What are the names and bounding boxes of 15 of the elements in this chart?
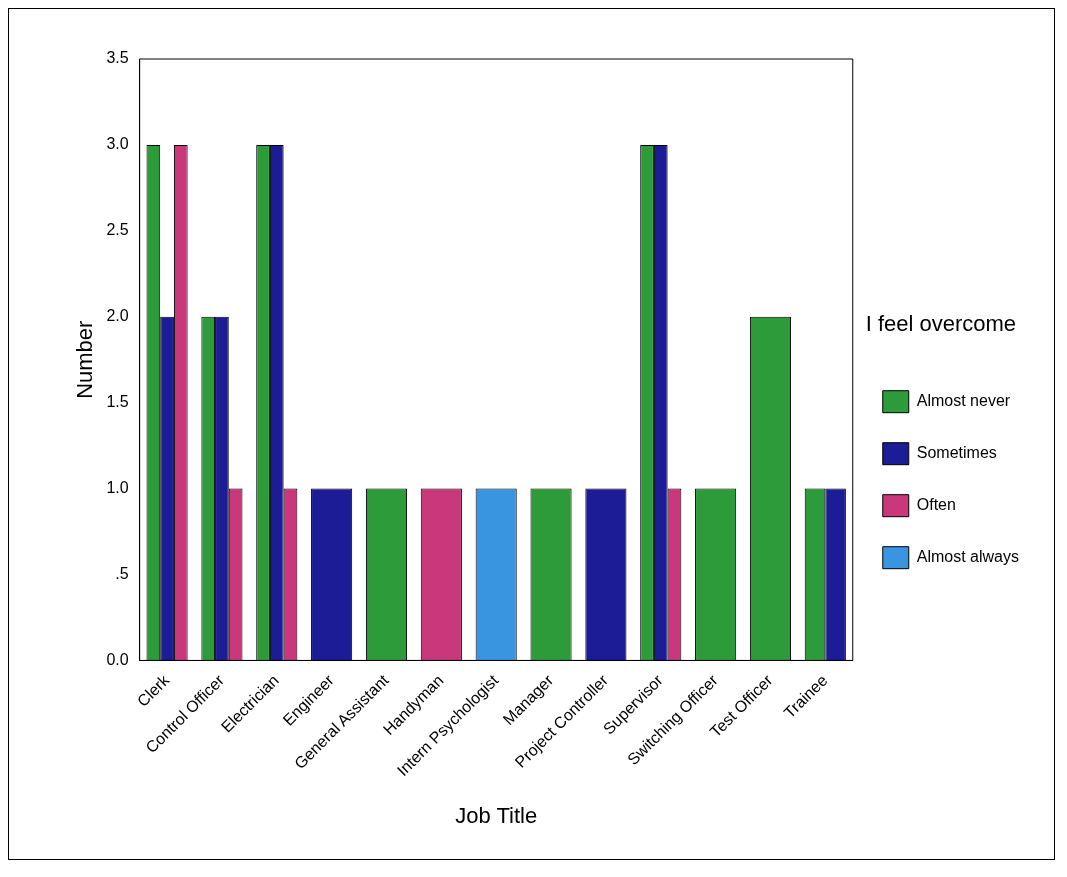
legend-label: Almost always bbox=[916, 548, 1019, 566]
legend-title: I feel overcome bbox=[865, 311, 1017, 337]
legend-label: Often bbox=[916, 496, 956, 514]
x-axis-title: Job Title bbox=[455, 802, 538, 828]
y-tick-label: 0.0 bbox=[106, 650, 129, 668]
legend-label: Sometimes bbox=[916, 444, 997, 462]
y-tick-label: 2.5 bbox=[106, 221, 129, 239]
y-tick-label: 3.0 bbox=[106, 135, 129, 153]
y-tick-label: .5 bbox=[115, 564, 129, 582]
y-tick-label: 1.0 bbox=[106, 479, 129, 496]
y-tick-label: 3.5 bbox=[106, 49, 129, 67]
y-axis-title: Number bbox=[72, 320, 98, 399]
y-tick-label: 2.0 bbox=[106, 307, 129, 325]
legend-label: Almost never bbox=[916, 392, 1011, 410]
y-tick-label: 1.5 bbox=[106, 393, 129, 411]
